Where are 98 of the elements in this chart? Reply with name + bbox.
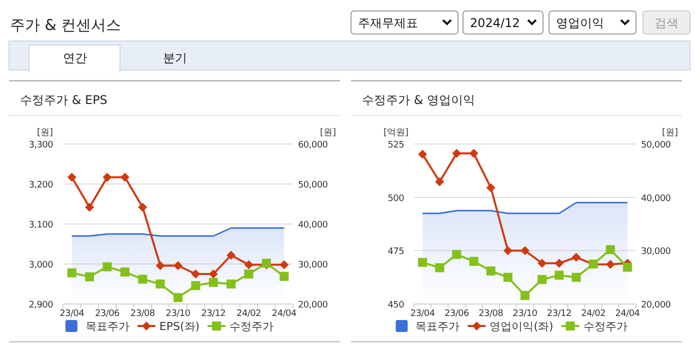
x-tick-label: 24/02 xyxy=(236,309,261,319)
point xyxy=(520,246,530,256)
point xyxy=(469,256,478,266)
point xyxy=(156,280,165,288)
point xyxy=(120,268,130,276)
y-tick-label: 3,100 xyxy=(28,220,54,230)
text: 분기 xyxy=(163,51,187,65)
point xyxy=(120,172,130,182)
point xyxy=(503,246,512,256)
point xyxy=(174,261,182,270)
y2-tick-label: 50,000 xyxy=(641,140,672,150)
legend-label: EPS(좌) xyxy=(159,320,200,333)
y2-tick-label: 30,000 xyxy=(641,247,672,258)
point xyxy=(102,172,112,182)
point xyxy=(280,260,289,270)
x-tick-label: 23/04 xyxy=(60,309,85,319)
y-tick-label: 525 xyxy=(388,140,404,150)
chart-title: 수정주가 & EPS xyxy=(20,93,108,107)
x-tick-label: 23/12 xyxy=(546,309,572,319)
point xyxy=(67,268,76,278)
point xyxy=(469,148,478,158)
text: 2024/12 xyxy=(470,16,520,30)
point xyxy=(208,270,218,278)
y2-tick-label: 30,000 xyxy=(298,260,328,270)
y-tick-label: 500 xyxy=(388,194,405,204)
point xyxy=(208,278,218,287)
point xyxy=(554,270,564,280)
y2-tick-label: 20,000 xyxy=(298,300,328,310)
y-tick-label: 3,000 xyxy=(28,260,54,270)
legend-label: 영업이익(좌) xyxy=(490,320,554,333)
x-tick-label: 23/06 xyxy=(444,309,470,319)
point xyxy=(486,266,496,276)
point xyxy=(191,281,200,290)
x-tick-label: 24/04 xyxy=(272,309,297,319)
text: 검색 xyxy=(654,16,678,30)
point xyxy=(622,262,632,272)
point xyxy=(503,272,512,282)
point xyxy=(244,270,254,278)
point xyxy=(554,258,564,268)
point xyxy=(156,261,165,270)
point xyxy=(85,202,94,212)
point xyxy=(435,263,444,272)
x-tick-label: 23/08 xyxy=(478,309,504,319)
point xyxy=(606,260,615,269)
point xyxy=(191,270,200,278)
point xyxy=(572,272,581,282)
y-tick-label: 3,200 xyxy=(28,180,54,190)
legend-label: 수정주가 xyxy=(583,320,628,333)
x-tick-label: 23/10 xyxy=(166,309,191,319)
text: 주가 & 컨센서스 xyxy=(10,16,122,34)
point xyxy=(174,293,182,302)
point xyxy=(418,258,428,267)
point xyxy=(85,272,94,282)
x-tick-label: 23/10 xyxy=(512,309,538,319)
point xyxy=(435,177,444,186)
y-tick-label: 475 xyxy=(388,247,404,258)
y-axis-title: [원] xyxy=(36,128,54,138)
text: 연간 xyxy=(63,51,87,65)
x-tick-label: 23/06 xyxy=(95,309,120,319)
point xyxy=(520,290,530,300)
point xyxy=(244,260,254,270)
y2-axis-title: [원] xyxy=(320,128,336,138)
point xyxy=(572,252,581,262)
y2-tick-label: 60,000 xyxy=(298,140,328,150)
point xyxy=(538,258,547,268)
legend-label: 수정주가 xyxy=(230,320,274,333)
point xyxy=(226,250,236,260)
legend-label: 목표주가 xyxy=(416,320,460,333)
y2-tick-label: 40,000 xyxy=(298,220,328,230)
x-tick-label: 24/04 xyxy=(615,309,640,319)
x-tick-label: 24/02 xyxy=(581,309,606,319)
y2-axis-title: [원] xyxy=(662,128,678,138)
point xyxy=(486,183,496,192)
text: 주재무제표 xyxy=(358,16,418,30)
point xyxy=(138,202,148,212)
text: 영업이익 xyxy=(556,16,604,30)
point xyxy=(418,150,428,159)
chart-title: 수정주가 & 영업이익 xyxy=(362,93,475,107)
y2-tick-label: 20,000 xyxy=(641,300,672,310)
y2-tick-label: 40,000 xyxy=(641,194,672,204)
point xyxy=(280,272,289,281)
legend-label: 목표주가 xyxy=(85,320,130,333)
x-tick-label: 23/12 xyxy=(201,309,226,319)
point xyxy=(538,274,547,284)
y2-tick-label: 50,000 xyxy=(298,180,328,190)
x-tick-label: 23/08 xyxy=(130,309,156,319)
point xyxy=(138,274,148,284)
point xyxy=(452,250,462,259)
point xyxy=(452,148,462,158)
point xyxy=(226,280,236,288)
y-tick-label: 3,300 xyxy=(28,140,54,150)
y-tick-label: 450 xyxy=(388,300,405,310)
x-tick-label: 23/04 xyxy=(410,309,436,319)
y-axis-title: [억원] xyxy=(383,128,409,138)
point xyxy=(606,245,615,254)
y-tick-label: 2,900 xyxy=(28,300,54,310)
point xyxy=(102,262,112,272)
point xyxy=(67,172,76,182)
